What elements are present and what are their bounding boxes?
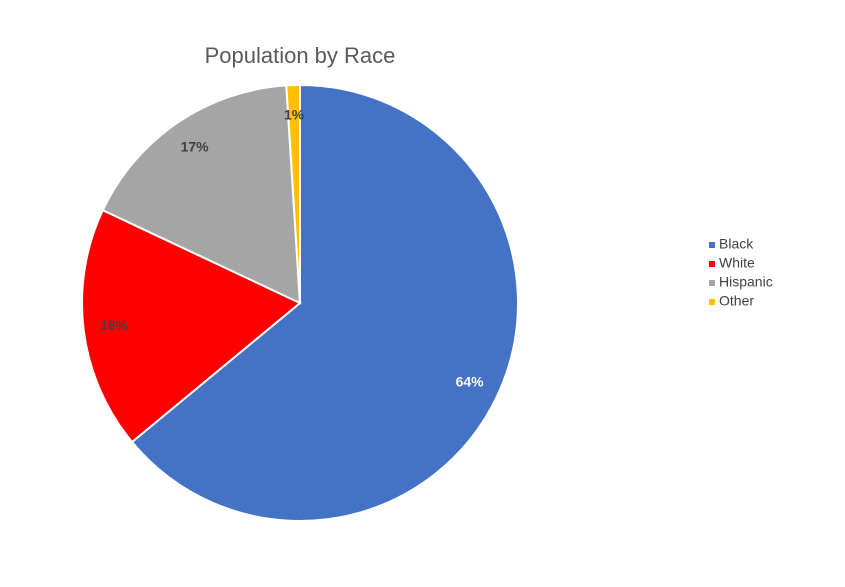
pie-slice [81, 208, 302, 444]
pie-slice [285, 83, 301, 304]
pie-slice [130, 83, 519, 522]
data-label: 1% [284, 106, 305, 122]
legend-label: White [719, 255, 755, 271]
legend-marker [709, 280, 715, 286]
legend-marker [709, 299, 715, 305]
data-label: 64% [456, 374, 485, 390]
legend-marker [709, 242, 715, 248]
legend-label: Other [719, 293, 754, 309]
chart-title: Population by Race [205, 43, 396, 68]
data-label: 17% [181, 139, 210, 155]
legend-label: Black [719, 236, 754, 252]
legend-marker [709, 261, 715, 267]
legend-label: Hispanic [719, 274, 773, 290]
pie-slice [101, 84, 302, 305]
data-label: 18% [100, 317, 129, 333]
